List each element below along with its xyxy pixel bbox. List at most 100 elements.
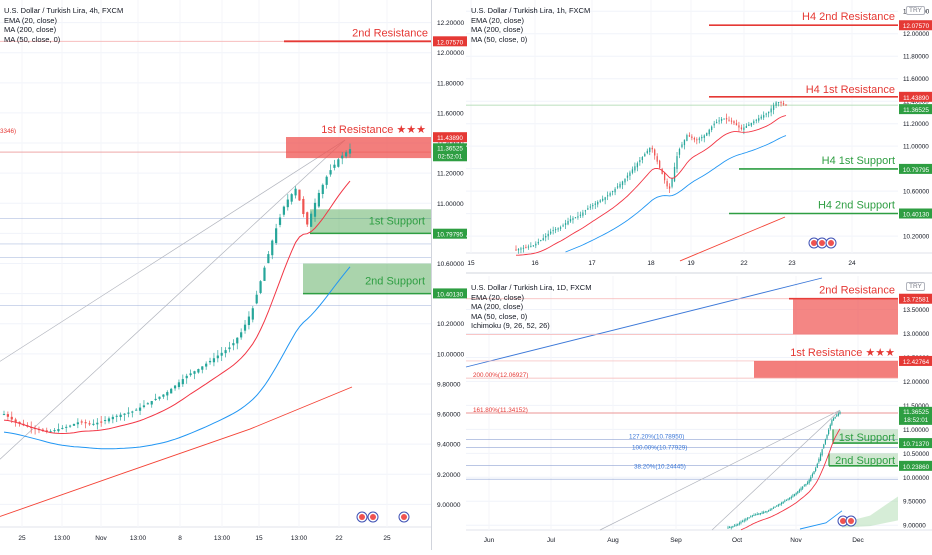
ema-line[interactable] bbox=[740, 428, 841, 531]
indicator-ma200[interactable]: MA (200, close) bbox=[4, 25, 57, 34]
candle-body bbox=[92, 423, 95, 425]
candle-body bbox=[743, 520, 745, 522]
indicator-ma200[interactable]: MA (200, close) bbox=[471, 302, 524, 311]
candle-body bbox=[263, 267, 266, 281]
candle-body bbox=[286, 199, 289, 208]
indicator-ma50[interactable]: MA (50, close, 0) bbox=[471, 34, 528, 44]
candle-body bbox=[828, 429, 830, 435]
candle-body bbox=[787, 498, 789, 500]
indicator-ma50[interactable]: MA (50, close, 0) bbox=[471, 311, 528, 321]
legend-1h: U.S. Dollar / Turkish Lira, 1h, FXCM EMA… bbox=[471, 6, 590, 44]
candle-body bbox=[177, 382, 181, 388]
chart-1d[interactable]: 13.5000013.0000012.5000012.0000011.50000… bbox=[465, 276, 932, 544]
y-tick-label: 9.40000 bbox=[437, 442, 461, 449]
support-1-zone[interactable] bbox=[310, 209, 431, 234]
candle-body bbox=[626, 175, 629, 178]
candle-body bbox=[65, 426, 68, 428]
candle-body bbox=[135, 409, 138, 411]
candle-body bbox=[663, 172, 666, 181]
candle-body bbox=[525, 246, 527, 248]
resistance-2-label: H4 2nd Resistance bbox=[802, 11, 895, 23]
chart-4h[interactable]: 12.2000012.0000011.8000011.6000011.40000… bbox=[0, 0, 467, 542]
candle-body bbox=[735, 525, 737, 527]
candle-body bbox=[764, 511, 766, 513]
ma200-line[interactable] bbox=[0, 386, 353, 517]
candle-body bbox=[201, 366, 204, 370]
ma50-line[interactable] bbox=[799, 510, 843, 530]
candle-body bbox=[220, 352, 223, 356]
indicator-ichimoku[interactable]: Ichimoku (9, 26, 52, 26) bbox=[471, 321, 550, 330]
support-1-zone[interactable] bbox=[833, 429, 898, 444]
candle-body bbox=[535, 243, 537, 246]
candle-body bbox=[800, 488, 802, 491]
candle-body bbox=[727, 527, 729, 529]
resistance-1-zone[interactable] bbox=[754, 360, 898, 379]
resistance-2-zone[interactable] bbox=[793, 298, 898, 335]
candle-body bbox=[158, 396, 161, 399]
y-tick-label: 11.60000 bbox=[903, 76, 929, 83]
indicator-ema[interactable]: EMA (20, close) bbox=[471, 292, 524, 302]
trend-line[interactable] bbox=[711, 409, 841, 531]
chart-1h[interactable]: 12.2000012.0000011.8000011.6000011.40000… bbox=[466, 0, 932, 267]
candle-body bbox=[708, 129, 710, 135]
candle-body bbox=[557, 228, 559, 230]
candle-body bbox=[798, 489, 801, 492]
ma50-line[interactable] bbox=[3, 266, 351, 450]
candle-body bbox=[57, 429, 60, 432]
candle-body bbox=[166, 392, 169, 396]
trend-line[interactable] bbox=[599, 409, 841, 531]
price-tag-s2: 10.23860 bbox=[903, 464, 930, 471]
candle-body bbox=[306, 212, 309, 225]
currency-badge[interactable]: TRY bbox=[906, 6, 925, 15]
candle-body bbox=[750, 516, 752, 518]
price-tag-r2: 12.07570 bbox=[437, 39, 464, 46]
trend-line[interactable] bbox=[0, 139, 346, 460]
trend-line[interactable] bbox=[0, 139, 346, 362]
candle-body bbox=[554, 229, 557, 231]
candle-body bbox=[530, 245, 532, 247]
indicator-ma50[interactable]: MA (50, close, 0) bbox=[4, 34, 61, 44]
candle-body bbox=[321, 184, 324, 194]
candle-body bbox=[826, 434, 828, 439]
ma200-line[interactable] bbox=[679, 216, 786, 262]
currency-badge[interactable]: TRY bbox=[906, 282, 925, 291]
ema-line[interactable] bbox=[3, 180, 351, 435]
support-2-label: H4 2nd Support bbox=[818, 199, 895, 211]
candle-body bbox=[550, 231, 552, 234]
candle-body bbox=[6, 414, 9, 417]
candle-body bbox=[189, 373, 192, 376]
ema-line[interactable] bbox=[516, 115, 787, 256]
candle-body bbox=[693, 138, 695, 140]
candle-body bbox=[197, 369, 200, 373]
candle-body bbox=[216, 355, 219, 359]
candle-body bbox=[763, 115, 765, 118]
resistance-1-zone[interactable] bbox=[286, 137, 431, 159]
trend-line[interactable] bbox=[465, 277, 823, 368]
candle-body bbox=[790, 496, 792, 499]
candle-body bbox=[599, 200, 601, 202]
fib-38-label: 38.20%(10.24445) bbox=[634, 464, 686, 471]
candle-body bbox=[768, 111, 770, 114]
candle-body bbox=[797, 491, 799, 494]
indicator-ema[interactable]: EMA (20, close) bbox=[4, 15, 57, 25]
x-tick-label: Dec bbox=[852, 537, 864, 544]
candle-body bbox=[515, 249, 517, 251]
indicator-ma200[interactable]: MA (200, close) bbox=[471, 25, 524, 34]
price-tag-r1: 11.43890 bbox=[903, 95, 929, 102]
ma50-line[interactable] bbox=[565, 135, 787, 253]
support-2-zone[interactable] bbox=[829, 453, 898, 466]
indicator-ema[interactable]: EMA (20, close) bbox=[471, 15, 524, 25]
x-tick-label: 15 bbox=[255, 535, 263, 542]
candle-body bbox=[329, 170, 332, 175]
candle-body bbox=[251, 308, 254, 320]
event-flag-dot bbox=[819, 240, 825, 246]
candle-body bbox=[780, 102, 782, 104]
candle-body bbox=[572, 218, 574, 220]
fib-100-label: 100.00%(10.77929) bbox=[632, 445, 687, 452]
candle-body bbox=[76, 422, 79, 425]
x-tick-label: 15 bbox=[467, 260, 475, 267]
candle-body bbox=[732, 526, 734, 528]
candle-body bbox=[333, 164, 336, 168]
support-2-zone[interactable] bbox=[303, 263, 431, 294]
